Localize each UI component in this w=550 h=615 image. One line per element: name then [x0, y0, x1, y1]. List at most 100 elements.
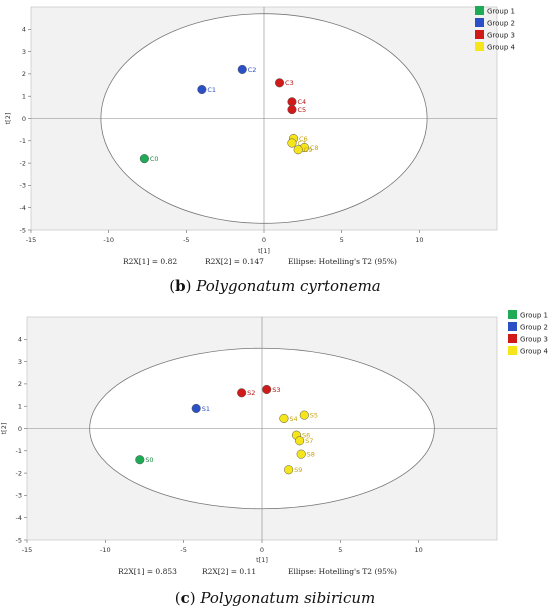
data-point-c3: [274, 78, 285, 88]
chart-panel-b: -15 -10 -5 0 5 10-5-4-3-2-101234t[1]t[2]C0C1C…: [4, 6, 516, 295]
caption-name: Polygonatum cyrtonema: [195, 277, 381, 295]
caption-letter: b: [175, 277, 186, 295]
legend-swatch: [508, 322, 517, 331]
point-label-c2: C2: [248, 66, 257, 74]
y-tick-label: 0: [18, 425, 22, 433]
caption-paren-open: (: [169, 277, 175, 295]
point-label-s1: S1: [202, 405, 210, 413]
y-tick-label: -5: [16, 536, 22, 544]
data-point-c1: [197, 84, 207, 95]
caption-paren-close: ): [186, 277, 197, 295]
point-label-c5: C5: [297, 106, 306, 114]
y-axis-label: t[2]: [4, 113, 12, 125]
data-point-c9: [293, 145, 303, 155]
x-axis-label: t[1]: [258, 247, 270, 255]
stat-text: Ellipse: Hotelling's T2 (95%): [288, 567, 397, 576]
y-tick-label: -4: [20, 204, 26, 212]
y-tick-label: 3: [22, 48, 26, 56]
legend-swatch: [508, 346, 517, 355]
data-point-c4: [287, 97, 297, 107]
point-label-c9: C9: [304, 146, 313, 154]
figure-caption: (b) Polygonatum cyrtonema: [169, 277, 381, 295]
stat-text: R2X[2] = 0.11: [202, 567, 256, 576]
y-tick-label: 4: [22, 26, 26, 34]
y-axis-label: t[2]: [0, 423, 8, 435]
legend-swatch: [508, 310, 517, 319]
chart-panel-c: -15 -10 -5 0 5 10-5-4-3-2-101234t[1]t[2]S0S1S…: [0, 310, 549, 607]
legend-label: Group 4: [520, 348, 549, 356]
y-tick-label: 4: [18, 336, 22, 344]
legend-label: Group 1: [487, 8, 515, 16]
x-tick-label: 0: [262, 236, 266, 244]
data-point-s2: [237, 388, 247, 398]
y-tick-label: 1: [22, 93, 26, 101]
data-point-c7: [287, 138, 297, 148]
legend-label: Group 3: [487, 32, 515, 40]
y-tick-label: -1: [20, 137, 26, 145]
x-tick-label: 10: [415, 236, 423, 244]
data-point-s4: [279, 413, 289, 424]
legend-swatch: [475, 42, 484, 51]
caption-paren-close: ): [190, 589, 201, 607]
legend-label: Group 1: [520, 312, 548, 320]
point-label-s5: S5: [310, 412, 318, 420]
x-tick-label: -10: [103, 236, 114, 244]
data-point-s9: [284, 465, 294, 475]
x-axis-label: t[1]: [256, 556, 268, 564]
data-point-c0: [139, 154, 149, 164]
data-point-c2: [237, 64, 247, 74]
data-point-c5: [287, 105, 297, 115]
point-label-s7: S7: [305, 437, 313, 445]
figure-caption: (c) Polygonatum sibiricum: [175, 589, 375, 607]
y-tick-label: -5: [20, 226, 26, 234]
data-point-s3: [262, 384, 272, 395]
stat-text: R2X[1] = 0.82: [123, 257, 177, 266]
x-tick-label: -5: [183, 236, 189, 244]
x-tick-label: 0: [260, 546, 264, 554]
caption-letter: c: [181, 589, 190, 607]
y-tick-label: 3: [18, 358, 22, 366]
x-tick-label: -10: [100, 546, 111, 554]
legend-swatch: [475, 18, 484, 27]
x-tick-label: 10: [415, 546, 423, 554]
point-label-c4: C4: [297, 98, 306, 106]
legend-label: Group 2: [520, 324, 548, 332]
caption-paren-open: (: [175, 589, 181, 607]
legend-label: Group 2: [487, 20, 515, 28]
y-tick-label: 0: [22, 115, 26, 123]
point-label-c3: C3: [285, 79, 294, 87]
data-point-s7: [295, 436, 305, 446]
y-tick-label: -2: [20, 159, 26, 167]
point-label-c8: C8: [310, 144, 319, 152]
data-point-s0: [135, 455, 145, 465]
x-tick-label: 5: [338, 546, 342, 554]
y-tick-label: -3: [16, 492, 22, 500]
x-tick-label: -15: [22, 546, 33, 554]
data-point-s1: [191, 403, 201, 413]
point-label-c1: C1: [207, 86, 216, 94]
point-label-s0: S0: [145, 456, 153, 464]
legend-label: Group 4: [487, 44, 516, 52]
y-tick-label: 1: [18, 403, 22, 411]
legend-swatch: [475, 30, 484, 39]
point-label-c7: C7: [297, 139, 306, 147]
y-tick-label: 2: [18, 380, 22, 388]
x-tick-label: -5: [180, 546, 186, 554]
point-label-s6: S6: [302, 432, 310, 440]
y-tick-label: -1: [16, 447, 22, 455]
y-tick-label: 2: [22, 70, 26, 78]
data-point-s5: [299, 410, 309, 420]
data-point-s8: [296, 449, 306, 459]
legend-label: Group 3: [520, 336, 548, 344]
caption-name: Polygonatum sibiricum: [199, 589, 375, 607]
legend-swatch: [475, 6, 484, 15]
stat-text: Ellipse: Hotelling's T2 (95%): [288, 257, 397, 266]
point-label-s2: S2: [247, 389, 255, 397]
stat-text: R2X[2] = 0.147: [205, 257, 264, 266]
y-tick-label: -4: [16, 514, 22, 522]
x-tick-label: 5: [340, 236, 344, 244]
point-label-c0: C0: [150, 155, 159, 163]
legend-swatch: [508, 334, 517, 343]
point-label-s9: S9: [294, 466, 302, 474]
